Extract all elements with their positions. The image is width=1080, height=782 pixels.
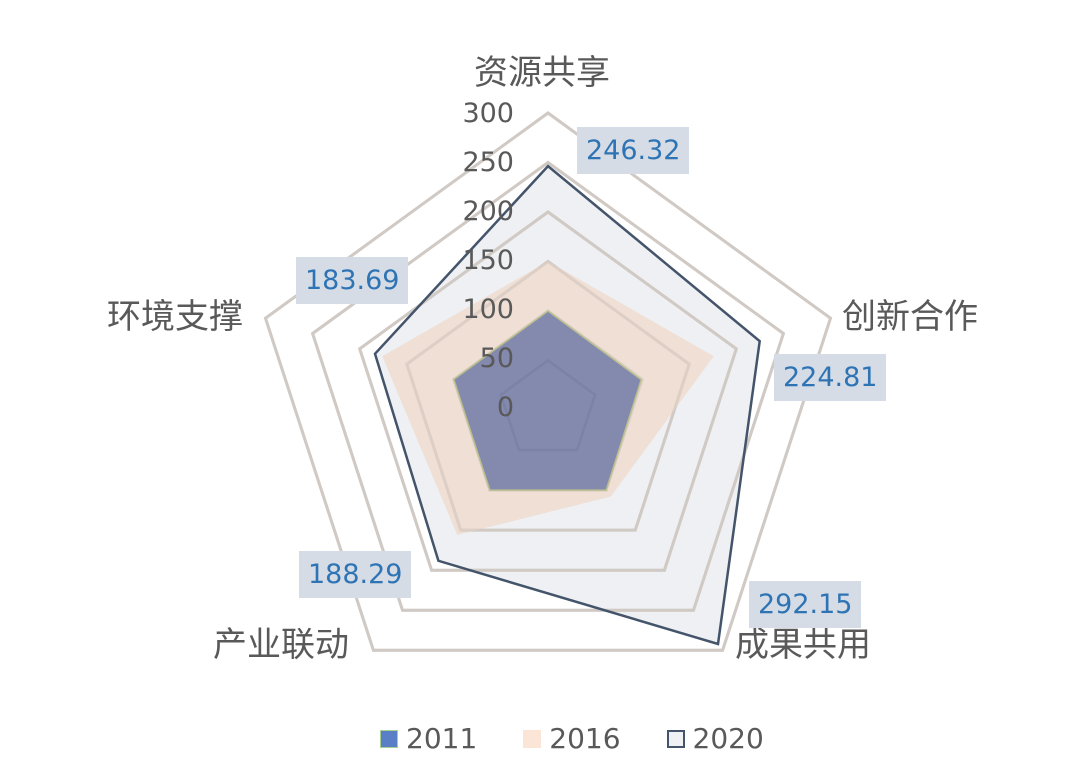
legend-label-2011: 2011 <box>406 722 478 755</box>
tick-label-300: 300 <box>462 98 514 129</box>
axis-label-innovation-cooperation: 创新合作 <box>842 297 978 337</box>
legend-item-2016: 2016 <box>523 722 621 755</box>
axis-label-resource-sharing: 资源共享 <box>474 53 610 93</box>
chart-legend: 2011 2016 2020 <box>380 722 764 755</box>
data-label-industry-linkage-2020: 188.29 <box>299 551 412 598</box>
tick-label-150: 150 <box>462 245 514 276</box>
tick-label-200: 200 <box>462 196 514 227</box>
data-label-result-sharing-2020: 292.15 <box>749 581 862 628</box>
series-2020-outline <box>373 164 762 646</box>
tick-label-100: 100 <box>462 294 514 325</box>
axis-label-environment-support: 环境支撑 <box>107 297 243 337</box>
legend-label-2020: 2020 <box>692 722 764 755</box>
legend-swatch-2020 <box>666 729 685 748</box>
data-label-innovation-cooperation-2020: 224.81 <box>774 354 887 401</box>
data-label-resource-sharing-2020: 246.32 <box>577 127 690 174</box>
legend-item-2011: 2011 <box>380 722 477 755</box>
legend-label-2016: 2016 <box>549 722 621 755</box>
legend-item-2020: 2020 <box>666 722 764 755</box>
legend-swatch-2016 <box>523 729 542 748</box>
tick-label-0: 0 <box>496 392 514 423</box>
tick-label-250: 250 <box>462 147 514 178</box>
legend-swatch-2011 <box>380 729 398 748</box>
axis-label-result-sharing: 成果共用 <box>735 625 871 665</box>
series-2011-area <box>452 310 643 491</box>
data-label-environment-support-2020: 183.69 <box>296 257 409 304</box>
tick-label-50: 50 <box>479 343 514 374</box>
axis-label-industry-linkage: 产业联动 <box>213 625 349 665</box>
